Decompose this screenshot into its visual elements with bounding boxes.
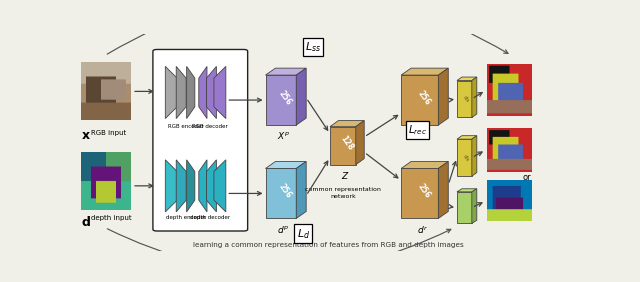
Polygon shape — [176, 160, 186, 212]
Text: common representation
network: common representation network — [305, 187, 381, 199]
Polygon shape — [401, 75, 438, 125]
Polygon shape — [457, 136, 477, 139]
Polygon shape — [457, 81, 472, 117]
Polygon shape — [401, 68, 448, 75]
Polygon shape — [457, 77, 477, 81]
Text: depth input: depth input — [91, 215, 132, 221]
Polygon shape — [457, 189, 477, 192]
FancyArrowPatch shape — [108, 229, 451, 271]
Polygon shape — [472, 136, 477, 176]
Polygon shape — [457, 139, 472, 176]
Polygon shape — [356, 121, 364, 165]
Text: depth encoder: depth encoder — [166, 215, 205, 220]
Text: $Z$: $Z$ — [340, 170, 349, 181]
Polygon shape — [457, 192, 472, 223]
Text: $X^p$: $X^p$ — [277, 131, 290, 142]
Text: $L_d$: $L_d$ — [296, 227, 310, 241]
Text: $d^r$: $d^r$ — [417, 224, 428, 235]
Text: RGB encoder: RGB encoder — [168, 124, 204, 129]
Polygon shape — [266, 168, 296, 218]
Polygon shape — [330, 121, 364, 127]
Polygon shape — [187, 67, 195, 118]
Text: RGB input: RGB input — [91, 130, 126, 136]
Polygon shape — [199, 160, 207, 212]
Text: $L_{ss}$: $L_{ss}$ — [305, 40, 321, 54]
Text: cls: cls — [462, 153, 470, 162]
Polygon shape — [207, 160, 216, 212]
Text: 128: 128 — [339, 135, 355, 153]
Text: 256: 256 — [415, 182, 432, 200]
Text: 256: 256 — [415, 89, 432, 107]
Polygon shape — [438, 68, 448, 125]
Polygon shape — [266, 162, 306, 168]
Text: $X^r$: $X^r$ — [416, 131, 428, 142]
Text: or: or — [522, 173, 531, 182]
Polygon shape — [472, 77, 477, 117]
Text: $\mathbf{x}$: $\mathbf{x}$ — [81, 129, 92, 142]
Polygon shape — [187, 160, 195, 212]
Text: 256: 256 — [276, 89, 293, 107]
Polygon shape — [266, 75, 296, 125]
Polygon shape — [165, 67, 177, 118]
Polygon shape — [165, 160, 177, 212]
Polygon shape — [214, 67, 226, 118]
Polygon shape — [199, 67, 207, 118]
Text: $\mathbf{d}$: $\mathbf{d}$ — [81, 215, 92, 228]
Text: cls: cls — [462, 95, 470, 103]
Text: learning a common representation of features from RGB and depth images: learning a common representation of feat… — [193, 242, 463, 248]
Polygon shape — [176, 67, 186, 118]
Polygon shape — [401, 162, 448, 168]
Text: RGB decoder: RGB decoder — [192, 124, 228, 129]
Text: depth decoder: depth decoder — [190, 215, 230, 220]
Text: 256: 256 — [276, 182, 293, 200]
FancyArrowPatch shape — [107, 0, 508, 54]
Text: $L_{rec}$: $L_{rec}$ — [408, 123, 427, 137]
Polygon shape — [438, 162, 448, 218]
Polygon shape — [207, 67, 216, 118]
Polygon shape — [401, 168, 438, 218]
FancyBboxPatch shape — [153, 49, 248, 231]
Polygon shape — [472, 189, 477, 223]
Polygon shape — [214, 160, 226, 212]
Polygon shape — [266, 68, 306, 75]
Polygon shape — [296, 68, 306, 125]
Text: $d^p$: $d^p$ — [277, 224, 289, 235]
Polygon shape — [330, 127, 356, 165]
Polygon shape — [296, 162, 306, 218]
